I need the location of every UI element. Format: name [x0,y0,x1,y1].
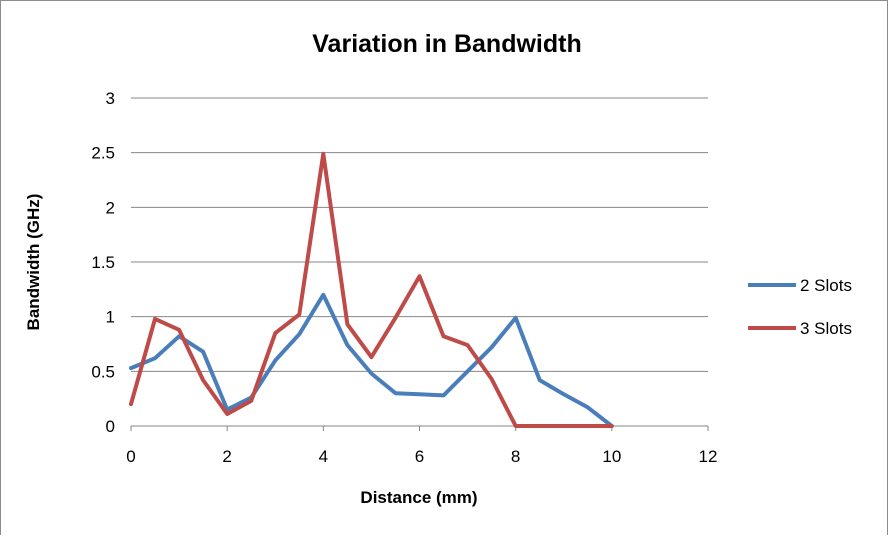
x-tick-label: 2 [222,447,231,466]
x-tick-label: 8 [511,447,520,466]
y-tick-label: 1 [106,308,115,327]
y-tick-label: 3 [106,89,115,108]
legend: 2 Slots 3 Slots [748,276,852,338]
series-lines [129,151,614,428]
series-line-2-slots [129,292,614,428]
chart-title: Variation in Bandwidth [312,30,581,58]
x-tick-label: 12 [699,447,718,466]
x-tick-label: 10 [602,447,621,466]
y-tick-label: 0 [106,417,115,436]
x-tick-label: 4 [319,447,328,466]
legend-label-2-slots: 2 Slots [800,276,852,295]
y-axis-title: Bandwidth (GHz) [24,194,43,331]
y-tick-label: 1.5 [91,253,115,272]
x-tick-label: 6 [415,447,424,466]
y-axis-ticks: 0 0.5 1 1.5 2 2.5 3 [91,89,115,436]
x-axis-title: Distance (mm) [360,488,477,507]
y-tick-label: 2.5 [91,144,115,163]
gridlines [131,97,708,427]
x-axis-ticks: 0 2 4 6 8 10 12 [126,426,717,466]
y-tick-label: 2 [106,198,115,217]
x-tick-label: 0 [126,447,135,466]
y-tick-label: 0.5 [91,362,115,381]
legend-label-3-slots: 3 Slots [800,319,852,338]
series-line-3-slots [129,151,614,428]
